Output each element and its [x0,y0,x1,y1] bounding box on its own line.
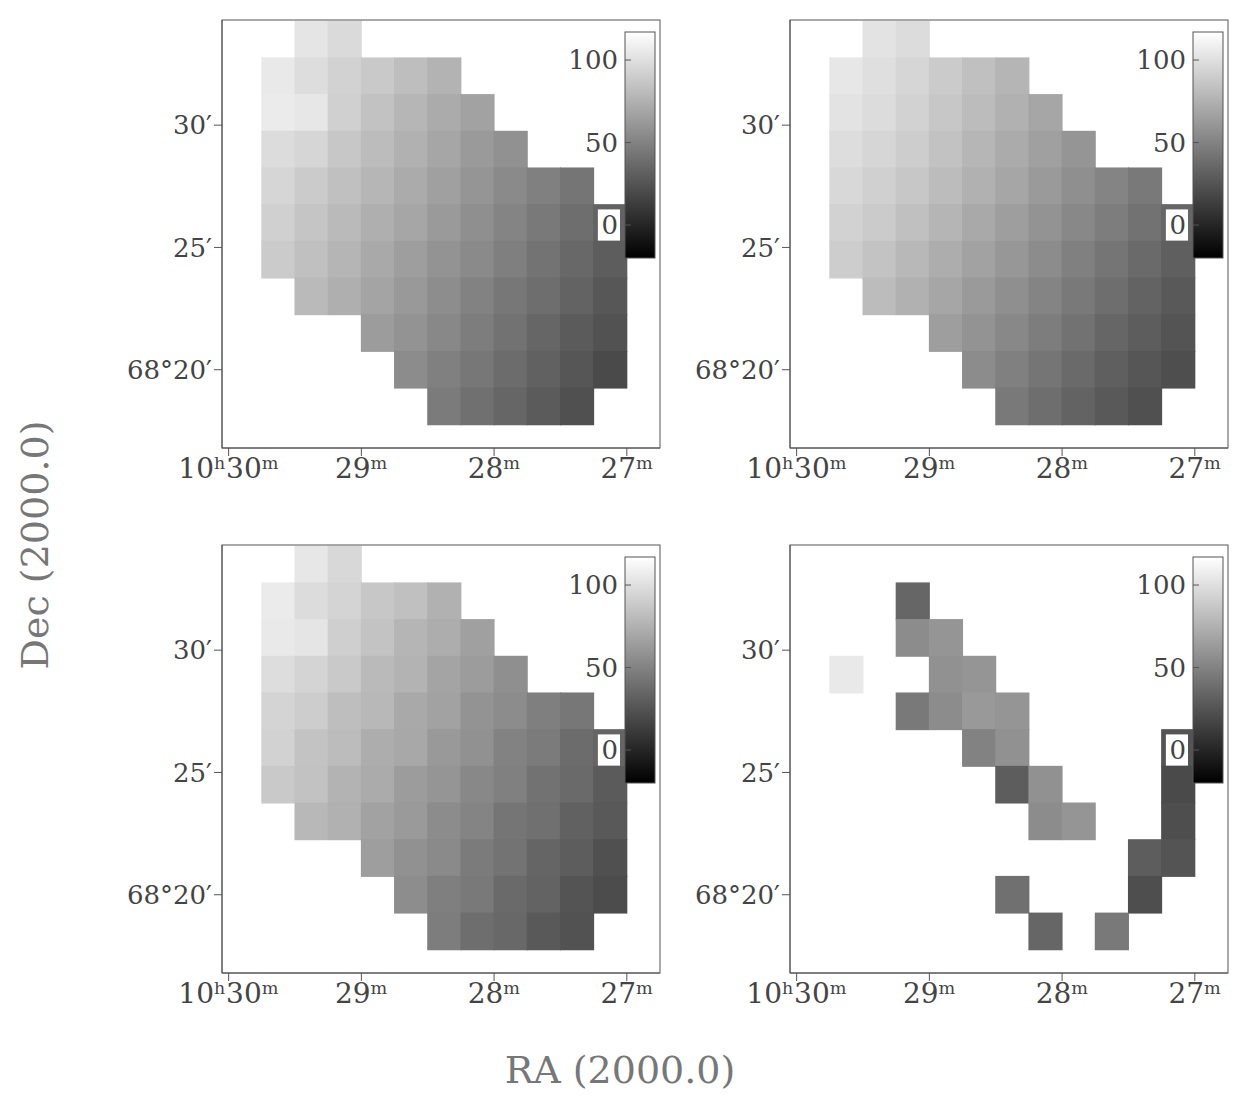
svg-text:25′: 25′ [741,233,780,263]
svg-text:100: 100 [1136,45,1186,75]
svg-text:50: 50 [1153,128,1186,158]
svg-text:28ᵐ: 28ᵐ [1036,452,1089,485]
svg-text:50: 50 [1153,653,1186,683]
svg-text:68°20′: 68°20′ [695,880,780,910]
svg-text:68°20′: 68°20′ [127,355,212,385]
svg-text:27ᵐ: 27ᵐ [600,452,653,485]
html-text:RA (2000.0): RA (2000.0) [504,1048,736,1092]
svg-text:27ᵐ: 27ᵐ [1168,452,1221,485]
svg-text:10ʰ30ᵐ: 10ʰ30ᵐ [178,452,279,485]
html-text:Dec (2000.0): Dec (2000.0) [13,420,57,670]
svg-text:10ʰ30ᵐ: 10ʰ30ᵐ [746,452,847,485]
svg-text:28ᵐ: 28ᵐ [468,977,521,1010]
svg-text:25′: 25′ [741,758,780,788]
svg-text:0: 0 [1169,210,1186,240]
svg-text:100: 100 [1136,570,1186,600]
svg-text:25′: 25′ [173,758,212,788]
svg-text:10ʰ30ᵐ: 10ʰ30ᵐ [746,977,847,1010]
svg-text:30′: 30′ [741,110,780,140]
svg-text:30′: 30′ [173,110,212,140]
svg-text:28ᵐ: 28ᵐ [1036,977,1089,1010]
svg-text:30′: 30′ [173,635,212,665]
svg-text:100: 100 [568,45,618,75]
svg-text:29ᵐ: 29ᵐ [903,452,956,485]
svg-text:0: 0 [1169,735,1186,765]
svg-text:29ᵐ: 29ᵐ [335,977,388,1010]
svg-text:68°20′: 68°20′ [695,355,780,385]
svg-text:27ᵐ: 27ᵐ [1168,977,1221,1010]
svg-text:27ᵐ: 27ᵐ [600,977,653,1010]
svg-text:100: 100 [568,570,618,600]
svg-text:0: 0 [601,210,618,240]
svg-text:29ᵐ: 29ᵐ [335,452,388,485]
svg-text:30′: 30′ [741,635,780,665]
svg-text:10ʰ30ᵐ: 10ʰ30ᵐ [178,977,279,1010]
svg-text:68°20′: 68°20′ [127,880,212,910]
svg-text:29ᵐ: 29ᵐ [903,977,956,1010]
svg-text:50: 50 [585,128,618,158]
svg-text:0: 0 [601,735,618,765]
svg-text:25′: 25′ [173,233,212,263]
svg-text:50: 50 [585,653,618,683]
svg-text:28ᵐ: 28ᵐ [468,452,521,485]
